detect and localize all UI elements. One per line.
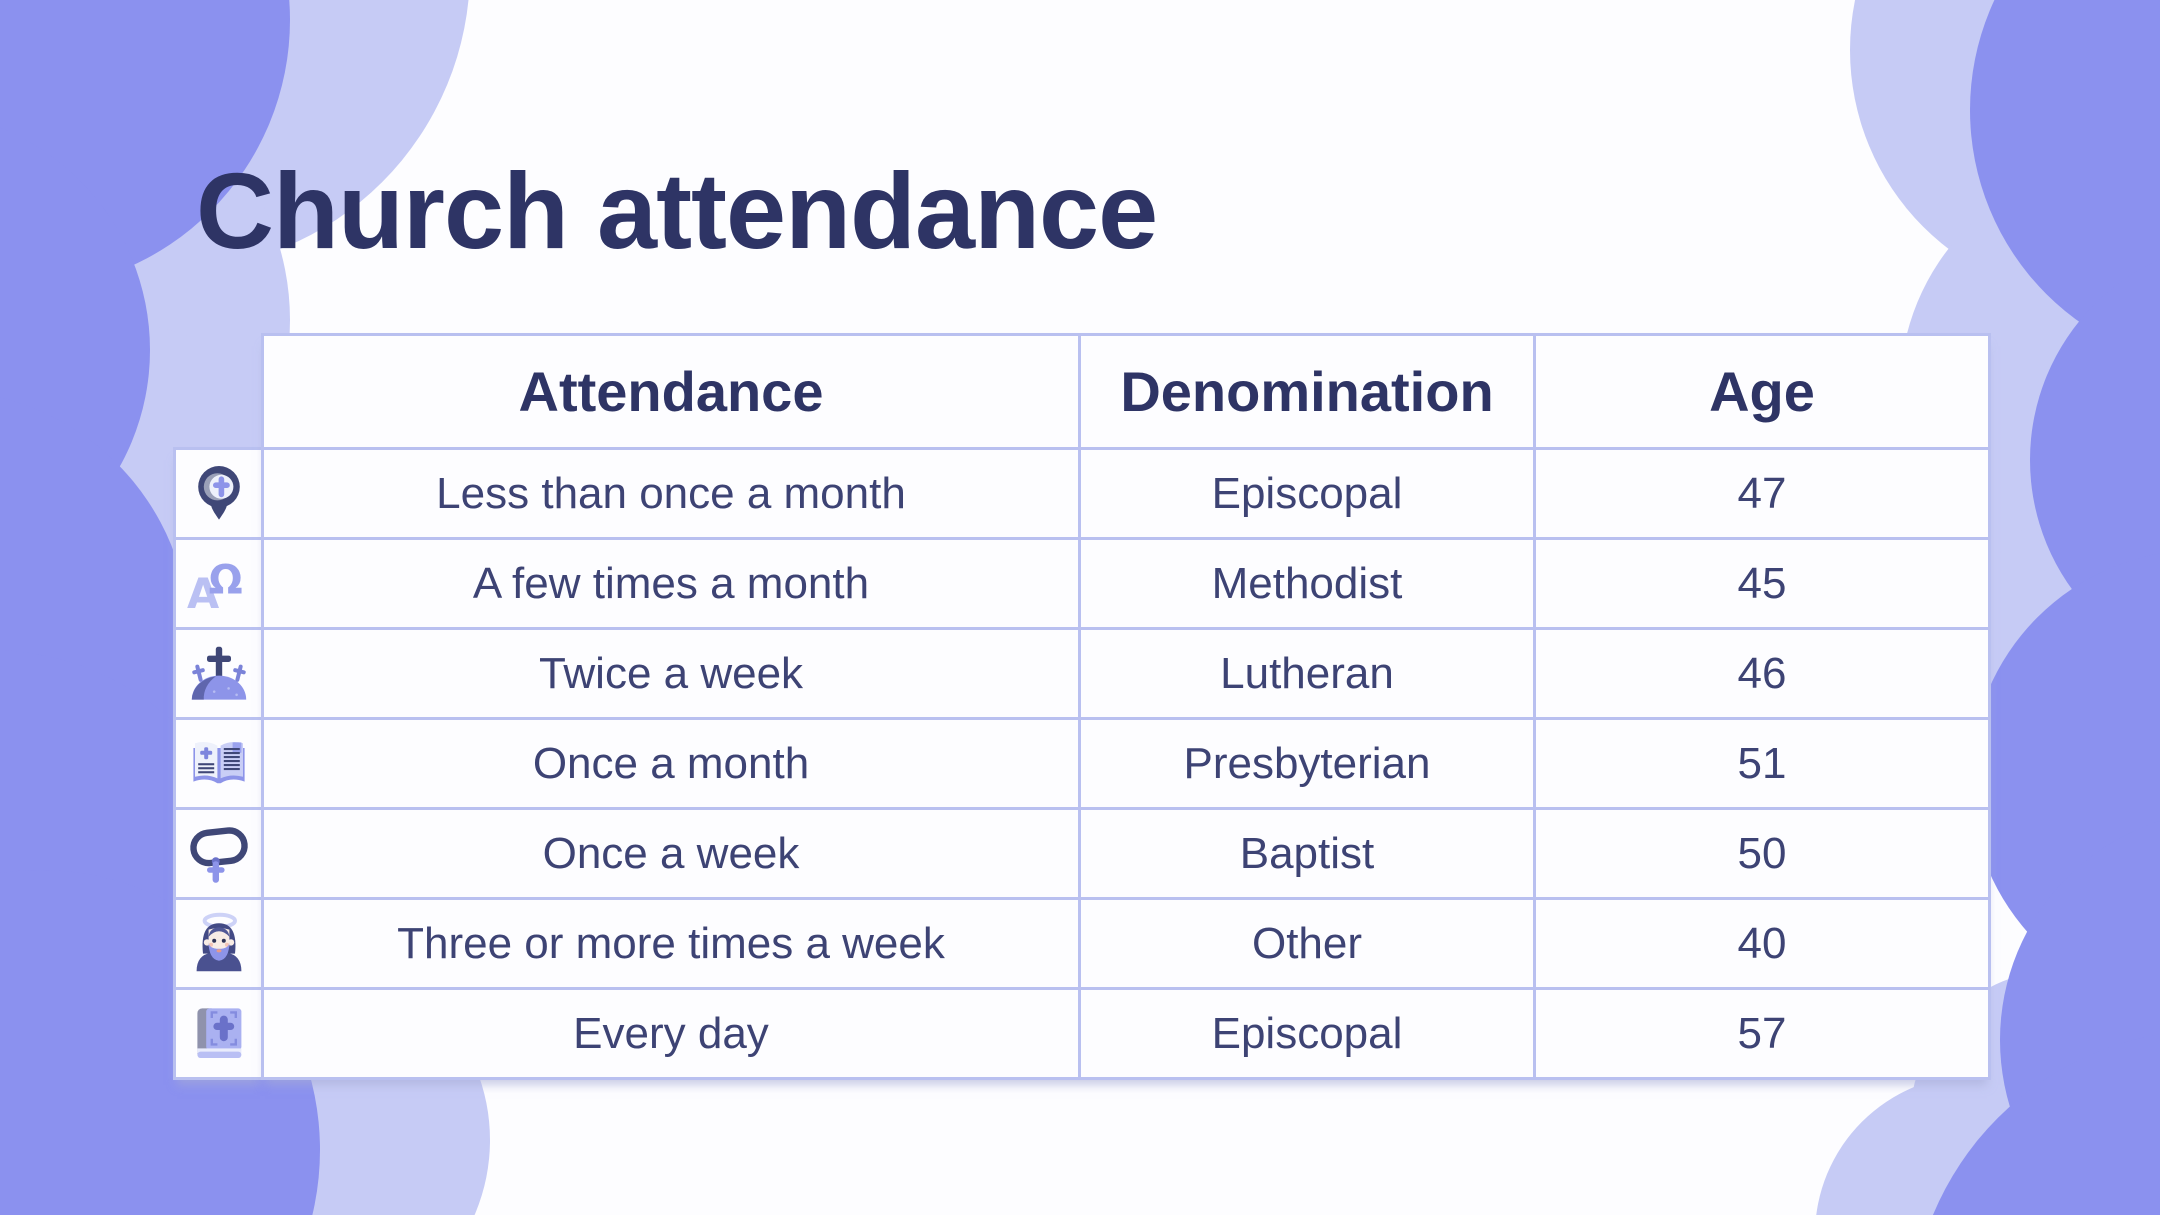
- alpha-omega-icon: A Ω: [187, 557, 243, 616]
- icon-cell: [176, 720, 261, 807]
- rosary-icon: [189, 826, 248, 883]
- icon-cell: [176, 630, 261, 717]
- cell-attendance: Less than once a month: [264, 450, 1078, 537]
- cell-age: 46: [1536, 630, 1988, 717]
- cell-age: 40: [1536, 900, 1988, 987]
- cell-denomination: Baptist: [1081, 810, 1533, 897]
- column-header-denomination: Denomination: [1081, 336, 1533, 447]
- cell-denomination: Other: [1081, 900, 1533, 987]
- jesus-icon: [196, 912, 241, 971]
- page-title: Church attendance: [196, 150, 1158, 271]
- cell-denomination: Episcopal: [1081, 990, 1533, 1077]
- icon-cell: A Ω: [176, 540, 261, 627]
- icon-cell: [176, 810, 261, 897]
- cell-denomination: Episcopal: [1081, 450, 1533, 537]
- cell-attendance: Once a month: [264, 720, 1078, 807]
- cell-denomination: Lutheran: [1081, 630, 1533, 717]
- cell-denomination: Presbyterian: [1081, 720, 1533, 807]
- svg-text:Ω: Ω: [208, 557, 242, 603]
- row-icon-column: A Ω: [173, 447, 264, 1080]
- icon-cell: [176, 900, 261, 987]
- cell-attendance: A few times a month: [264, 540, 1078, 627]
- cell-age: 50: [1536, 810, 1988, 897]
- cell-denomination: Methodist: [1081, 540, 1533, 627]
- cell-age: 57: [1536, 990, 1988, 1077]
- cell-age: 51: [1536, 720, 1988, 807]
- svg-text:A: A: [187, 569, 219, 616]
- cell-age: 45: [1536, 540, 1988, 627]
- cell-attendance: Three or more times a week: [264, 900, 1078, 987]
- column-header-age: Age: [1536, 336, 1988, 447]
- cell-age: 47: [1536, 450, 1988, 537]
- calvary-crosses-icon: [191, 646, 246, 700]
- church-location-pin-icon: [197, 465, 240, 520]
- cell-attendance: Every day: [264, 990, 1078, 1077]
- icon-cell: [176, 450, 261, 537]
- icon-cell: [176, 990, 261, 1077]
- open-bible-icon: [192, 741, 245, 783]
- column-header-attendance: Attendance: [264, 336, 1078, 447]
- cell-attendance: Once a week: [264, 810, 1078, 897]
- cell-attendance: Twice a week: [264, 630, 1078, 717]
- holy-bible-icon: [196, 1007, 241, 1058]
- attendance-table: Attendance Denomination Age Less than on…: [261, 333, 1991, 1080]
